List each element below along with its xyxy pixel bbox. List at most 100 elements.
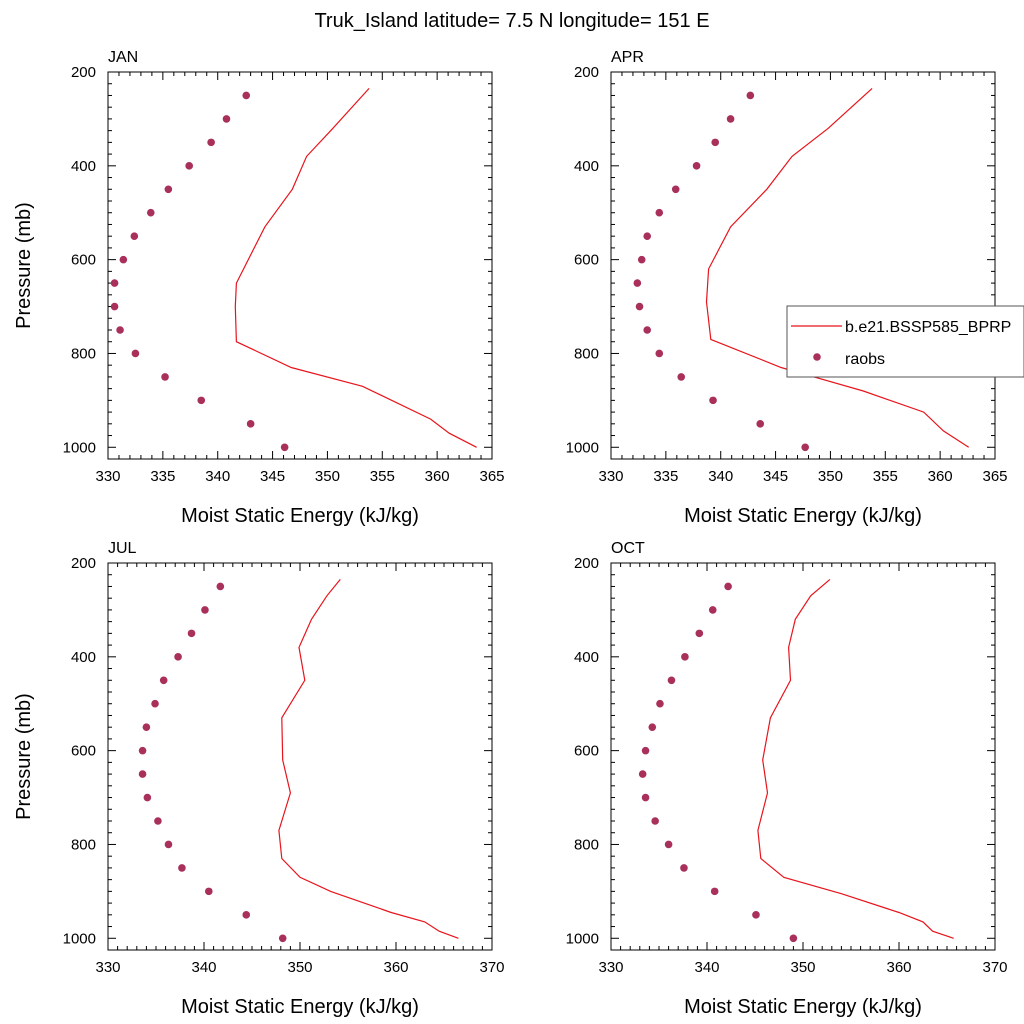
y-tick-label: 1000 (566, 439, 599, 456)
y-tick-label: 600 (71, 252, 96, 269)
raobs-point (143, 793, 152, 802)
y-tick-label: 600 (574, 252, 599, 269)
x-tick-label: 340 (191, 959, 216, 976)
raobs-point (242, 91, 251, 100)
raobs-point (801, 443, 809, 452)
panel-apr: APR 330 335 340 345 350 355 360 365 200 400 600 800 1… (566, 49, 1008, 527)
plot-frame (107, 562, 493, 951)
raobs-point (638, 770, 647, 778)
x-axis-label: Moist Static Energy (kJ/kg) (181, 505, 419, 527)
x-tick-label: 360 (383, 959, 408, 976)
raobs-point (677, 373, 686, 381)
data-layer (110, 87, 477, 452)
raobs-point (667, 676, 676, 685)
raobs-point (695, 629, 704, 638)
raobs-point (207, 138, 215, 147)
figure-title: Truk_Island latitude= 7.5 N longitude= 1… (314, 10, 709, 32)
x-tick-label: 345 (260, 468, 285, 485)
raobs-point (187, 629, 196, 638)
raobs-point (131, 349, 140, 358)
y-tick-label: 600 (574, 743, 599, 760)
y-tick-label: 400 (574, 649, 599, 666)
raobs-point (643, 326, 652, 334)
x-tick-label: 365 (982, 468, 1007, 485)
raobs-point (164, 840, 173, 849)
y-tick-label: 600 (71, 743, 96, 760)
raobs-point (726, 115, 735, 123)
raobs-point (664, 840, 673, 849)
panel-oct: OCT 330 340 350 360 370 200 400 600 800 1000 Moist … (566, 540, 1008, 1018)
panel-title: APR (611, 49, 644, 66)
raobs-point (174, 653, 182, 661)
legend-marker-swatch (813, 353, 821, 361)
x-tick-label: 360 (886, 959, 911, 976)
x-tick-label: 355 (370, 468, 395, 485)
raobs-point (655, 349, 664, 358)
raobs-point (216, 582, 225, 591)
x-axis-label: Moist Static Energy (kJ/kg) (684, 996, 922, 1018)
raobs-point (242, 911, 251, 919)
y-tick-label: 400 (71, 158, 96, 175)
raobs-point (643, 232, 652, 240)
raobs-point (164, 185, 173, 194)
plot-frame (610, 562, 996, 951)
raobs-point (110, 279, 119, 287)
plot-frame (610, 71, 996, 460)
data-layer (138, 579, 459, 943)
model-line (757, 578, 954, 939)
plot-frame (107, 71, 493, 460)
x-axis-label: Moist Static Energy (kJ/kg) (684, 505, 922, 527)
y-tick-label: 1000 (566, 930, 599, 947)
raobs-point (146, 208, 155, 217)
raobs-point (151, 699, 159, 708)
x-tick-label: 350 (315, 468, 340, 485)
raobs-point (222, 115, 231, 123)
y-tick-label: 200 (71, 555, 96, 572)
raobs-point (681, 653, 689, 661)
raobs-point (752, 911, 760, 919)
x-tick-label: 360 (928, 468, 953, 485)
raobs-point (671, 185, 680, 194)
raobs-point (789, 934, 798, 943)
x-tick-label: 345 (763, 468, 788, 485)
raobs-point (154, 817, 162, 825)
x-axis-label: Moist Static Energy (kJ/kg) (181, 996, 419, 1018)
x-tick-label: 330 (598, 959, 623, 976)
x-tick-label: 330 (95, 468, 120, 485)
y-tick-label: 800 (574, 345, 599, 362)
data-layer (633, 87, 970, 452)
raobs-point (278, 934, 287, 943)
raobs-point (641, 746, 650, 755)
x-tick-label: 355 (873, 468, 898, 485)
raobs-point (711, 138, 720, 147)
raobs-point (205, 887, 213, 896)
model-line (234, 87, 477, 448)
y-axis-label: Pressure (mb) (13, 202, 35, 329)
raobs-point (161, 373, 169, 381)
x-tick-label: 340 (205, 468, 230, 485)
panel-jul: JUL 330 340 350 360 370 200 400 600 800 1000 Moist … (13, 540, 505, 1018)
x-tick-label: 330 (598, 468, 623, 485)
x-tick-label: 340 (708, 468, 733, 485)
x-tick-label: 335 (150, 468, 175, 485)
y-tick-label: 400 (71, 649, 96, 666)
raobs-point (138, 746, 147, 755)
raobs-point (655, 208, 664, 217)
x-tick-label: 330 (95, 959, 120, 976)
raobs-point (651, 817, 659, 825)
raobs-point (648, 723, 657, 731)
panel-jan: JAN 330 335 340 345 350 355 360 365 200 400 600 800 1… (13, 49, 505, 527)
y-tick-label: 200 (71, 64, 96, 81)
raobs-point (746, 91, 755, 100)
y-tick-label: 1000 (63, 930, 96, 947)
raobs-point (710, 887, 719, 896)
raobs-point (280, 443, 289, 452)
y-tick-label: 800 (71, 836, 96, 853)
legend-box (786, 305, 1024, 378)
x-tick-label: 370 (982, 959, 1007, 976)
x-tick-label: 360 (425, 468, 450, 485)
panel-title: OCT (611, 540, 645, 557)
x-tick-label: 350 (818, 468, 843, 485)
raobs-point (709, 396, 717, 405)
